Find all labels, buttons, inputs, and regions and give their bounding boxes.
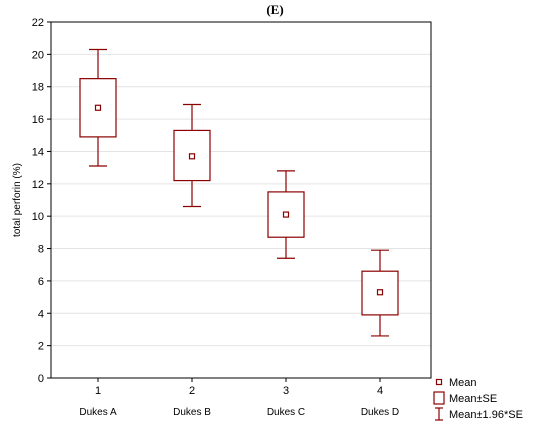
y-tick-label: 2	[38, 341, 44, 353]
y-tick-label: 14	[32, 146, 44, 158]
grid-lines	[51, 53, 431, 347]
box-group	[79, 48, 117, 167]
x-tick-label: 1	[95, 385, 101, 397]
y-tick-label: 10	[32, 211, 44, 223]
mean-marker	[376, 289, 384, 296]
y-tick-label: 18	[32, 82, 44, 94]
mean-marker	[188, 153, 196, 160]
y-tick-label: 20	[32, 49, 44, 61]
y-tick-label: 0	[38, 373, 44, 385]
mean-marker	[282, 211, 290, 218]
legend-label: Mean±1.96*SE	[449, 409, 523, 421]
legend-label: Mean	[449, 377, 477, 389]
x-category-label: Dukes A	[79, 407, 117, 418]
y-tick-label: 12	[32, 179, 44, 191]
box-group	[173, 103, 211, 208]
x-tick-label: 3	[283, 385, 289, 397]
legend-mean-icon	[435, 378, 443, 386]
mean-marker	[94, 104, 102, 111]
box-series	[79, 48, 399, 337]
x-category-label: Dukes D	[361, 407, 399, 418]
y-tick-label: 4	[38, 308, 44, 320]
x-category-label: Dukes B	[173, 407, 211, 418]
y-axis: 0 2 4 6 8 10 12 14 16 18 20 22	[32, 17, 51, 385]
y-tick-label: 6	[38, 276, 44, 288]
box-group	[267, 170, 305, 259]
x-tick-label: 4	[377, 385, 383, 397]
x-tick-label: 2	[189, 385, 195, 397]
x-axis: 1 Dukes A 2 Dukes B 3 Dukes C 4 Dukes D	[79, 378, 399, 418]
plot-frame	[50, 21, 432, 379]
legend: Mean Mean±SE Mean±1.96*SE	[433, 377, 523, 421]
y-tick-label: 16	[32, 114, 44, 126]
y-tick-label: 8	[38, 244, 44, 256]
chart-title: (E)	[266, 2, 283, 17]
x-category-label: Dukes C	[267, 407, 305, 418]
y-axis-label: total perforin (%)	[12, 163, 23, 237]
legend-label: Mean±SE	[449, 393, 497, 405]
legend-box-icon	[433, 391, 445, 405]
y-tick-label: 22	[32, 17, 44, 29]
box-group	[361, 249, 399, 337]
